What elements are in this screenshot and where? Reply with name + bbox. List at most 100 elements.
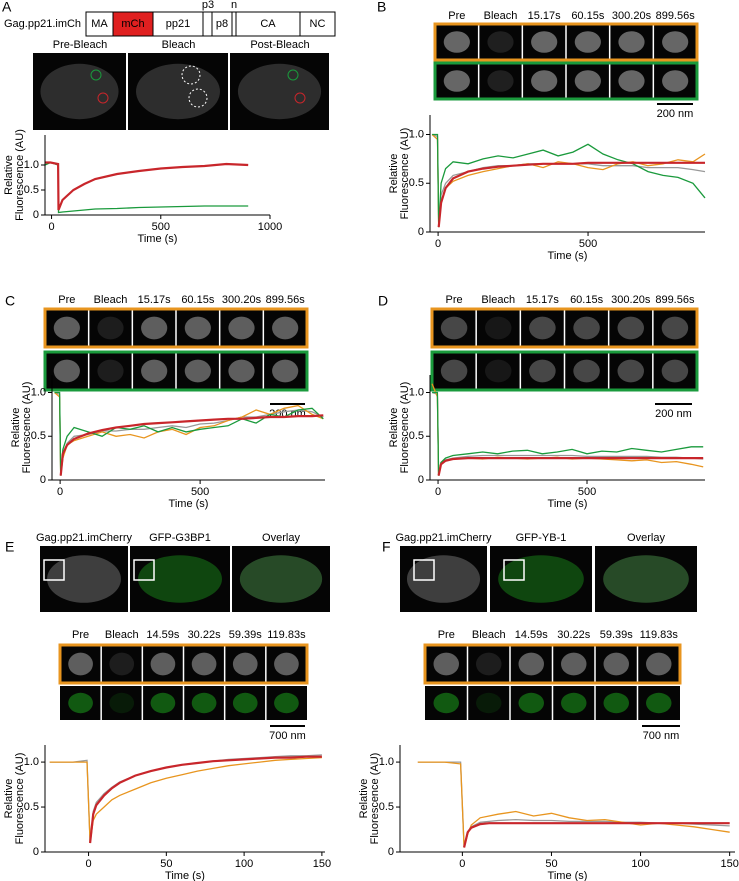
x-tick-label: 0 xyxy=(85,858,91,870)
panel-letter: A xyxy=(2,0,12,15)
timepoint-label: Bleach xyxy=(472,629,506,641)
trace xyxy=(437,161,705,228)
blob xyxy=(232,652,258,676)
blob xyxy=(661,359,689,383)
y-tick-label: 0.5 xyxy=(379,801,394,813)
domain-label: n xyxy=(231,0,237,11)
strip-border xyxy=(433,61,699,101)
trace xyxy=(89,755,322,844)
trace xyxy=(59,414,324,476)
blob xyxy=(531,31,558,53)
x-tick-label: 50 xyxy=(160,858,172,870)
blob xyxy=(97,359,124,383)
y-tick-label: 1.0 xyxy=(409,128,424,140)
timepoint-label: 300.20s xyxy=(611,294,651,306)
x-tick-label: 0 xyxy=(57,486,63,498)
x-axis-title: Time (s) xyxy=(165,870,205,881)
x-tick-label: 100 xyxy=(235,858,253,870)
timepoint-label: 300.20s xyxy=(612,10,652,22)
blob xyxy=(661,316,689,340)
roi xyxy=(97,92,109,104)
timepoint-label: 119.83s xyxy=(640,629,679,641)
y-tick-label: 1.0 xyxy=(379,756,394,768)
x-tick-label: 100 xyxy=(631,858,649,870)
cell xyxy=(406,555,481,603)
timepoint-label: 15.17s xyxy=(528,10,562,22)
scale-label: 200 nm xyxy=(655,408,692,420)
timepoint-label: Pre xyxy=(448,10,465,22)
strip-border xyxy=(43,350,309,392)
x-axis-title: Time (s) xyxy=(138,233,178,245)
image-label: GFP-G3BP1 xyxy=(149,532,211,544)
strip-border xyxy=(43,307,309,349)
blob xyxy=(617,359,644,383)
construct-box xyxy=(299,11,336,37)
domain-label: MA xyxy=(91,18,108,30)
blob xyxy=(487,31,514,53)
timepoint-label: 60.15s xyxy=(570,294,604,306)
blob xyxy=(141,316,168,340)
blob xyxy=(646,692,672,714)
timepoint-label: 60.15s xyxy=(571,10,605,22)
cell xyxy=(498,555,584,603)
domain-label: CA xyxy=(260,18,276,30)
image-label: Overlay xyxy=(262,532,300,544)
strip-border xyxy=(58,643,309,685)
blob xyxy=(518,652,544,676)
x-tick-label: 0 xyxy=(435,238,441,250)
timepoint-label: 30.22s xyxy=(557,629,591,641)
domain-label: pp21 xyxy=(166,18,190,30)
x-tick-label: 0 xyxy=(459,858,465,870)
timepoint-label: 14.59s xyxy=(515,629,549,641)
y-axis-title: Relative xyxy=(3,155,15,195)
x-axis-title: Time (s) xyxy=(169,498,209,510)
trace xyxy=(431,133,706,228)
timepoint-label: Bleach xyxy=(484,10,518,22)
timepoint-label: 59.39s xyxy=(600,629,634,641)
y-axis-title: Fluorescence (AU) xyxy=(14,753,26,845)
blob xyxy=(485,316,512,340)
image-label: GFP-YB-1 xyxy=(516,532,567,544)
blob xyxy=(573,316,600,340)
blob xyxy=(561,692,587,714)
panel-letter: D xyxy=(378,293,388,309)
y-axis-title: Relative xyxy=(358,779,370,819)
roi xyxy=(188,88,208,108)
x-tick-label: 0 xyxy=(48,221,54,233)
trace xyxy=(417,761,730,848)
panel-letter: C xyxy=(5,293,15,309)
trace xyxy=(432,391,704,476)
roi-box xyxy=(503,559,525,581)
cell xyxy=(237,63,322,120)
blob xyxy=(232,692,258,714)
timepoint-label: Pre xyxy=(438,629,455,641)
timepoint-label: 899.56s xyxy=(655,294,695,306)
y-tick-label: 0 xyxy=(418,226,424,238)
timepoint-label: Bleach xyxy=(94,294,128,306)
x-tick-label: 500 xyxy=(578,486,596,498)
panel-letter: F xyxy=(382,539,391,555)
blob xyxy=(150,692,176,714)
construct-box xyxy=(211,11,233,37)
blob xyxy=(476,652,502,676)
strip-border xyxy=(430,350,699,392)
domain-label: p3 xyxy=(202,0,214,11)
timepoint-label: 15.17s xyxy=(526,294,560,306)
strip-border xyxy=(423,643,682,685)
blob xyxy=(272,316,299,340)
cell xyxy=(136,63,220,120)
blob xyxy=(228,316,255,340)
y-axis-title: Fluorescence (AU) xyxy=(399,382,411,474)
blob xyxy=(141,359,168,383)
cell xyxy=(239,555,323,603)
y-axis-title: Relative xyxy=(388,154,400,194)
roi xyxy=(287,69,299,81)
scale-label: 700 nm xyxy=(269,730,306,742)
blob xyxy=(109,692,135,714)
y-tick-label: 0 xyxy=(33,846,39,858)
blob xyxy=(150,652,176,676)
timepoint-label: Bleach xyxy=(105,629,139,641)
micrograph xyxy=(595,546,697,612)
strip-border xyxy=(430,307,699,349)
x-tick-label: 500 xyxy=(191,486,209,498)
